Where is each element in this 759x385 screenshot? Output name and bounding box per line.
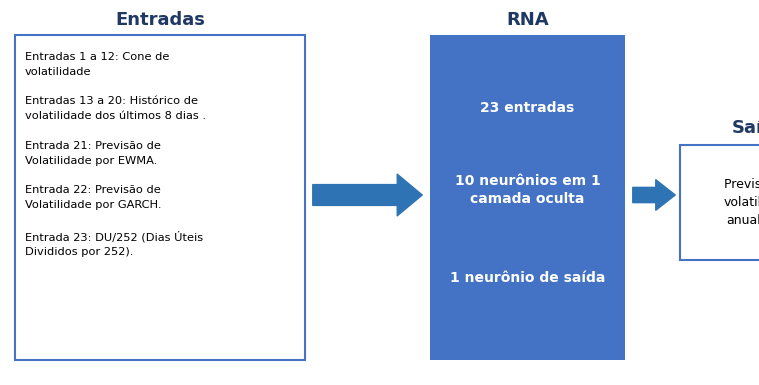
FancyBboxPatch shape	[15, 35, 305, 360]
FancyBboxPatch shape	[680, 145, 759, 260]
Text: 1 neurônio de saída: 1 neurônio de saída	[450, 271, 605, 285]
Text: RNA: RNA	[506, 11, 549, 29]
Text: Previsão da
volatilidade
anualizada: Previsão da volatilidade anualizada	[723, 177, 759, 228]
Text: 23 entradas: 23 entradas	[480, 101, 575, 115]
FancyBboxPatch shape	[430, 35, 625, 360]
FancyArrowPatch shape	[633, 180, 676, 210]
FancyArrowPatch shape	[313, 174, 422, 216]
Text: Entradas 1 a 12: Cone de
volatilidade

Entradas 13 a 20: Histórico de
volatilida: Entradas 1 a 12: Cone de volatilidade En…	[25, 52, 206, 257]
Text: Entradas: Entradas	[115, 11, 205, 29]
Text: Saída: Saída	[732, 119, 759, 137]
Text: 10 neurônios em 1
camada oculta: 10 neurônios em 1 camada oculta	[455, 174, 600, 206]
